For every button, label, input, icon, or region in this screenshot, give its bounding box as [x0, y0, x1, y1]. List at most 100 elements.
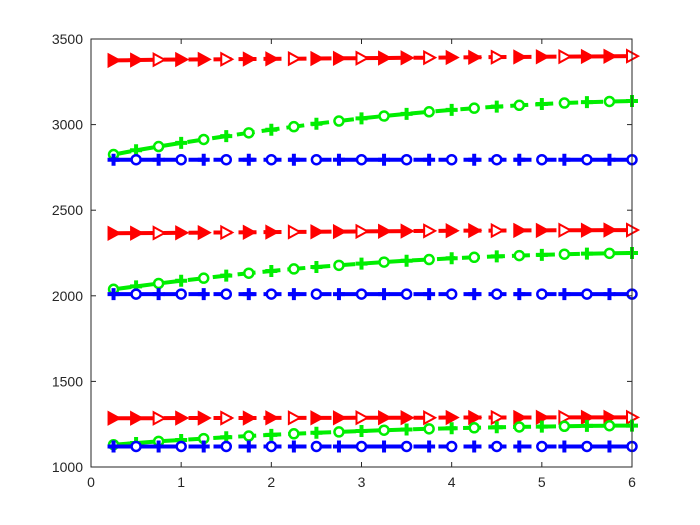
- data-point-plus: [152, 440, 165, 453]
- data-point-circle: [197, 133, 210, 146]
- data-point-triangle: [355, 223, 370, 240]
- data-point-plus: [332, 153, 345, 166]
- data-point-plus: [310, 426, 323, 439]
- data-point-circle: [243, 267, 255, 279]
- data-point-circle: [513, 99, 526, 112]
- data-point-circle: [333, 259, 345, 272]
- data-point-circle: [288, 428, 300, 440]
- tick-layer: 0 1 2 3 4 5 6 1000 1500 2000 2500 3000 3500: [52, 31, 636, 490]
- data-point-plus: [175, 136, 188, 149]
- data-point-plus: [535, 98, 548, 111]
- data-point-plus: [558, 440, 571, 453]
- data-point-triangle: [242, 410, 257, 426]
- data-point-circle: [581, 440, 593, 453]
- data-point-circle: [468, 251, 480, 264]
- data-point-circle: [603, 419, 616, 432]
- data-point-triangle: [287, 410, 302, 426]
- x-tick-label: 2: [267, 474, 275, 490]
- data-point-plus: [423, 288, 436, 301]
- data-point-circle: [152, 140, 165, 153]
- data-point-circle: [491, 153, 503, 166]
- data-point-triangle: [220, 410, 235, 426]
- x-tick-label: 5: [538, 474, 546, 490]
- data-point-triangle: [220, 224, 235, 241]
- data-point-triangle: [265, 224, 280, 240]
- series-0: [107, 48, 641, 69]
- data-point-triangle: [378, 223, 393, 239]
- y-tick-label: 1500: [52, 373, 83, 389]
- x-tick-label: 1: [177, 474, 185, 490]
- x-tick-label: 3: [358, 474, 366, 490]
- data-point-circle: [310, 153, 323, 166]
- data-point-circle: [355, 153, 368, 166]
- data-point-circle: [378, 110, 390, 122]
- data-point-plus: [468, 153, 481, 166]
- data-point-plus: [107, 153, 120, 166]
- data-point-triangle: [535, 49, 550, 65]
- data-point-triangle: [490, 49, 505, 65]
- data-point-circle: [130, 440, 142, 453]
- data-point-triangle: [513, 409, 528, 426]
- data-point-triangle: [490, 222, 505, 239]
- data-point-plus: [355, 112, 368, 125]
- data-point-triangle: [265, 51, 280, 67]
- data-point-circle: [265, 440, 278, 453]
- data-point-triangle: [355, 50, 370, 66]
- data-point-plus: [175, 274, 188, 287]
- data-point-triangle: [197, 224, 212, 241]
- data-point-triangle: [355, 410, 370, 426]
- data-point-plus: [468, 440, 481, 453]
- data-point-triangle: [490, 409, 505, 426]
- data-point-circle: [423, 423, 435, 435]
- series-3: [107, 222, 641, 241]
- data-point-triangle: [107, 225, 122, 241]
- data-point-plus: [445, 422, 458, 435]
- data-point-triangle: [130, 52, 145, 68]
- data-point-circle: [197, 272, 210, 284]
- data-point-circle: [468, 422, 480, 434]
- data-point-plus: [378, 153, 391, 166]
- data-point-triangle: [535, 222, 550, 239]
- data-point-triangle: [468, 49, 483, 66]
- data-point-triangle: [332, 223, 348, 240]
- data-point-triangle: [152, 410, 167, 426]
- data-point-circle: [491, 440, 503, 453]
- data-point-circle: [468, 102, 480, 114]
- data-point-plus: [265, 123, 278, 136]
- data-point-triangle: [423, 410, 438, 426]
- data-point-triangle: [175, 225, 190, 241]
- data-point-plus: [242, 440, 255, 453]
- data-point-circle: [378, 256, 390, 268]
- data-point-plus: [152, 153, 165, 166]
- x-tick-label: 4: [448, 474, 456, 490]
- data-point-plus: [107, 288, 120, 301]
- data-point-triangle: [468, 409, 483, 426]
- data-point-circle: [400, 288, 413, 300]
- data-point-triangle: [287, 51, 302, 67]
- data-point-plus: [220, 130, 233, 143]
- data-point-triangle: [197, 51, 212, 68]
- data-point-triangle: [558, 409, 573, 426]
- data-point-circle: [536, 288, 548, 300]
- data-point-circle: [445, 153, 458, 166]
- data-point-plus: [513, 440, 526, 453]
- data-point-plus: [603, 153, 616, 166]
- data-point-circle: [220, 440, 232, 453]
- data-point-circle: [423, 253, 435, 266]
- data-point-plus: [445, 103, 458, 116]
- data-point-circle: [536, 153, 548, 166]
- data-point-plus: [445, 252, 458, 265]
- series-4: [107, 247, 638, 296]
- data-point-circle: [400, 440, 413, 453]
- data-point-triangle: [175, 410, 190, 426]
- data-point-circle: [423, 106, 435, 118]
- data-point-plus: [580, 247, 593, 260]
- data-point-circle: [333, 115, 345, 127]
- data-point-circle: [491, 288, 503, 300]
- series-1: [107, 94, 638, 161]
- data-point-plus: [310, 261, 323, 274]
- data-point-plus: [242, 288, 255, 301]
- data-point-plus: [490, 100, 503, 113]
- data-point-circle: [536, 440, 548, 453]
